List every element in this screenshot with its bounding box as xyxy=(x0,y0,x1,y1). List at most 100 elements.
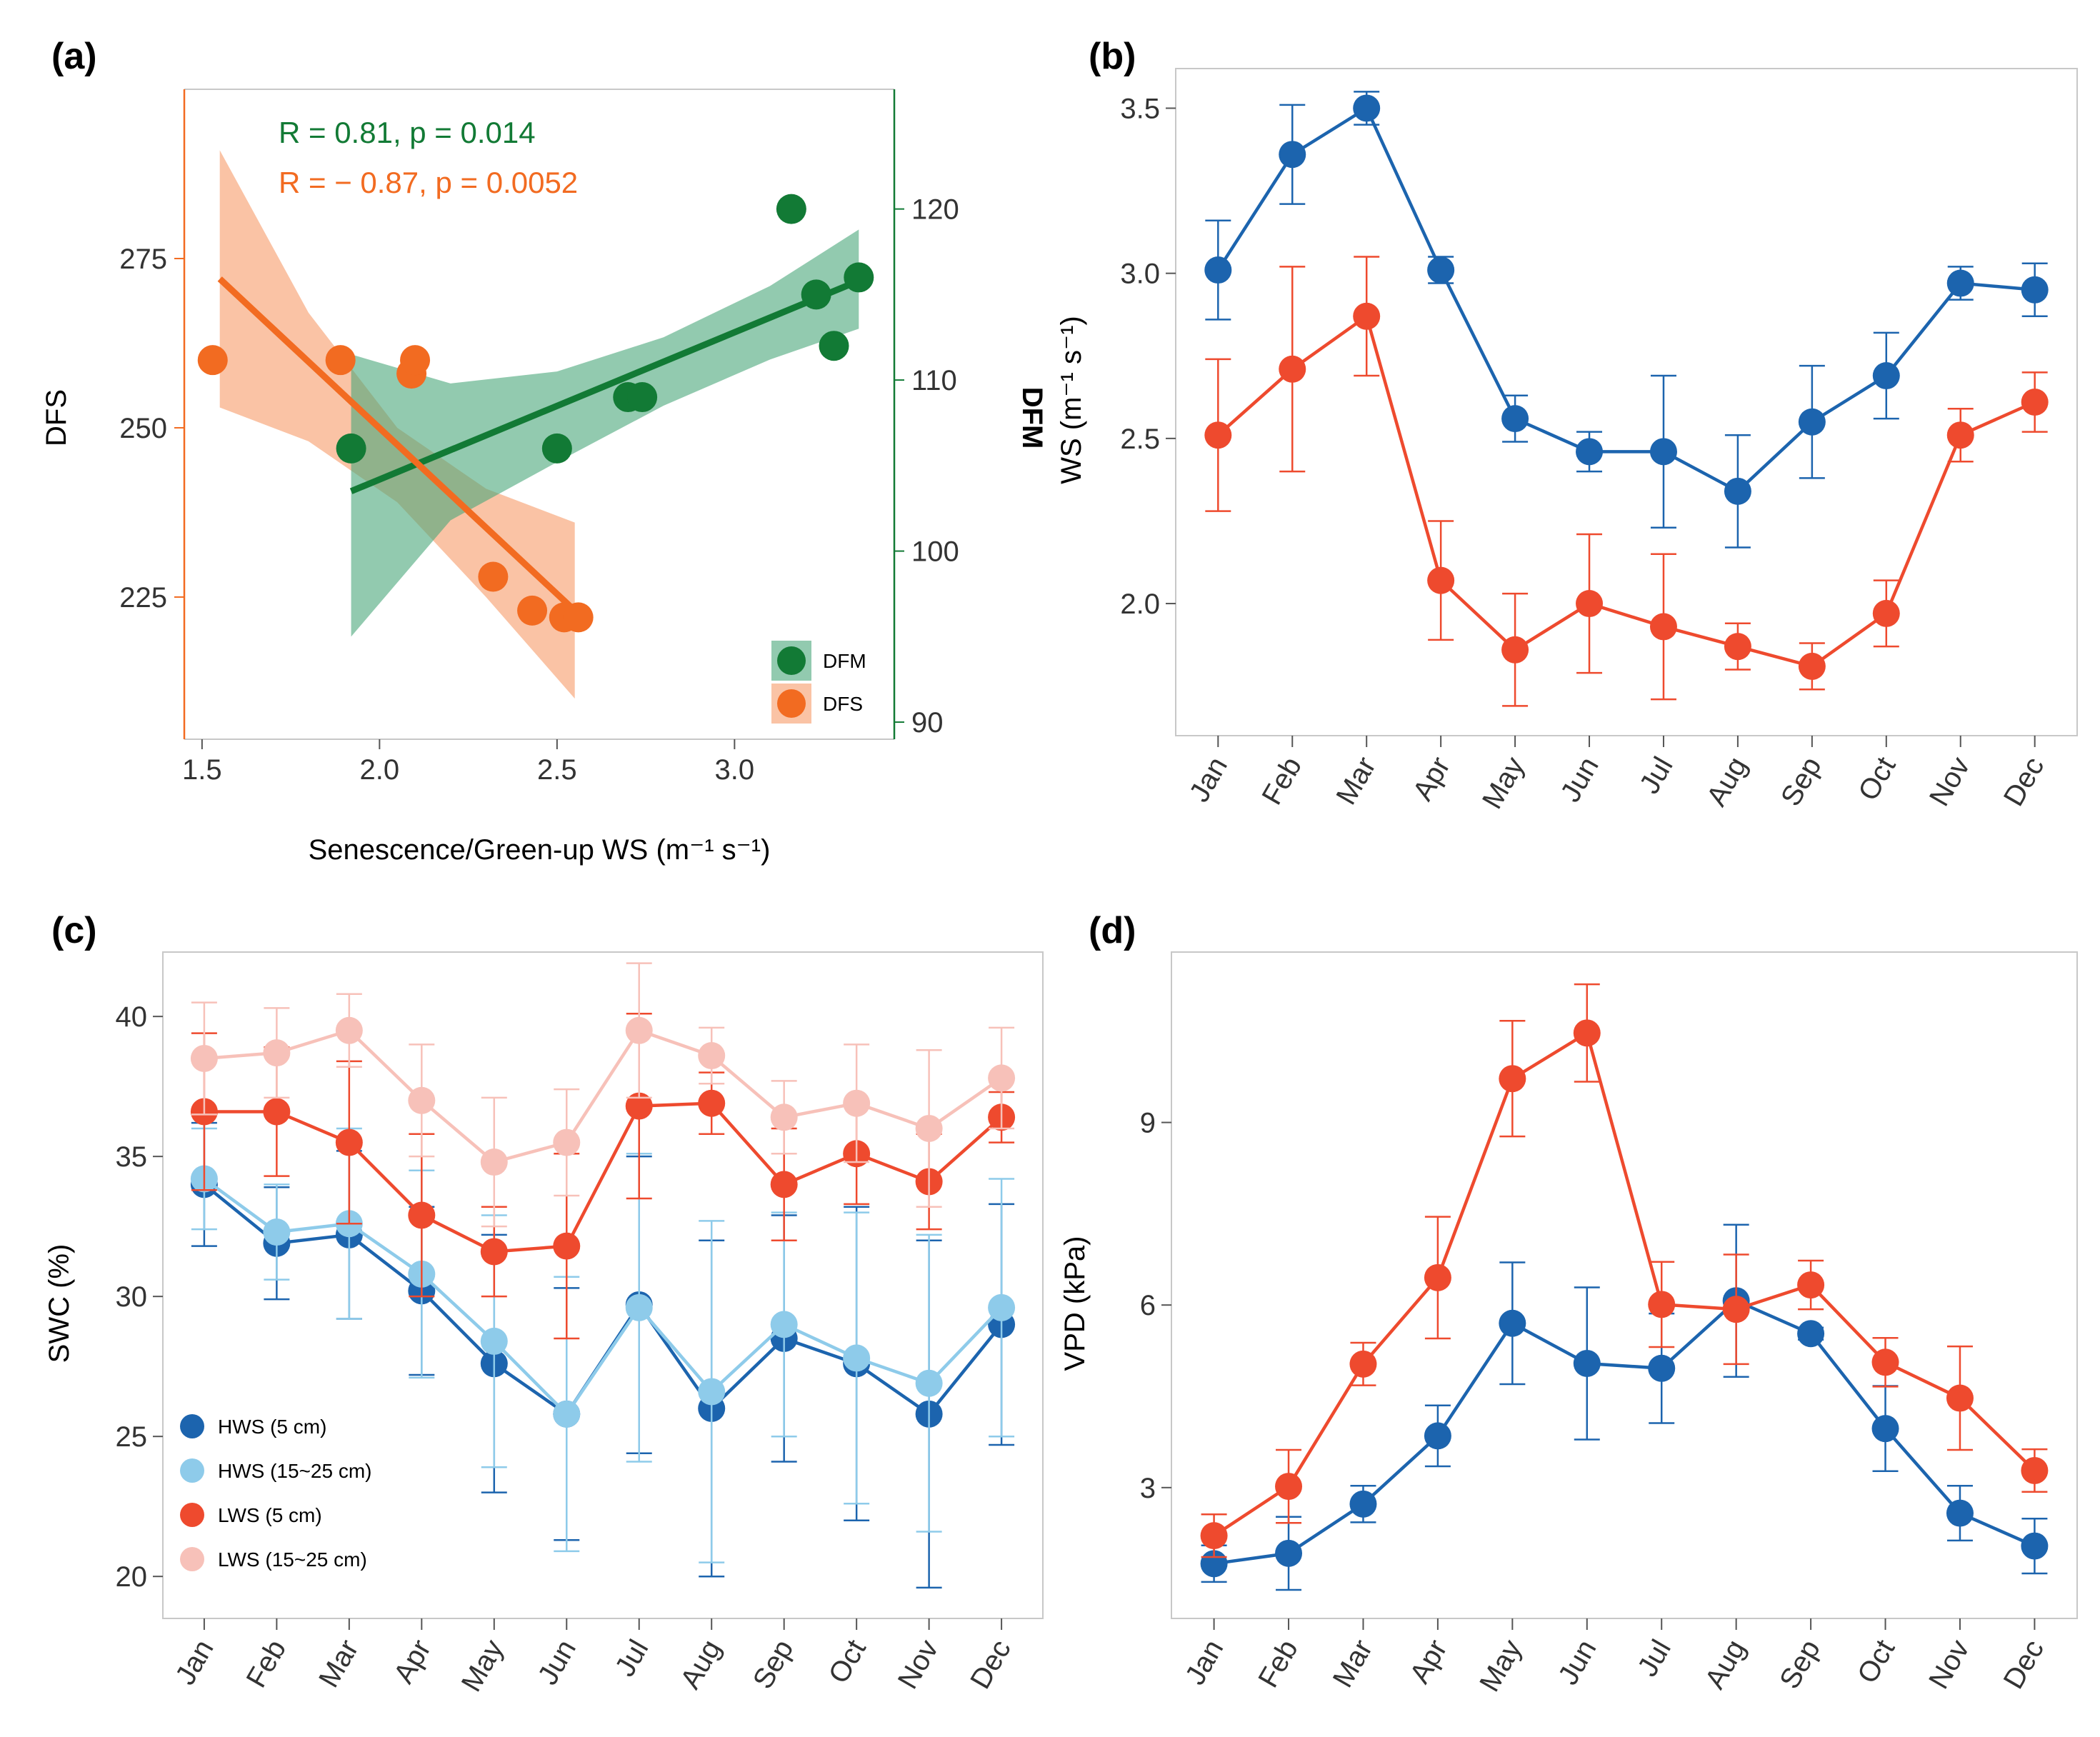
a-left-tick-label: 250 xyxy=(119,413,167,444)
c-x-tick-label: Sep xyxy=(747,1635,800,1695)
b-low-ws-point xyxy=(1576,590,1604,618)
c-lws-15-25-cm-point xyxy=(553,1128,581,1156)
a-dfs-point xyxy=(197,345,228,376)
b-plot-area: 2.0 2.5 3.0 3.5 Jan Feb Mar Apr May Jun Jul Aug Sep O… xyxy=(1120,68,2078,814)
a-legend-dfm-label: DFM xyxy=(823,650,866,672)
a-right-tick-label: 100 xyxy=(911,536,959,568)
c-legend-label: HWS (5 cm) xyxy=(218,1416,326,1438)
d-plot-area: 3 6 9 Jan Feb Mar Apr May Jun Jul Aug Sep Oct Nov Dec xyxy=(1140,951,2078,1697)
a-x-tick-label: 2.5 xyxy=(537,754,577,786)
d-high-ws-point xyxy=(1349,1490,1377,1518)
c-hws-15-25-cm-point xyxy=(915,1369,943,1397)
c-lws-5-cm-point xyxy=(698,1089,726,1117)
c-x-tick-label: Jan xyxy=(169,1635,219,1691)
c-hws-15-25-cm-line xyxy=(203,1177,1003,1417)
c-lws-15-25-cm-line xyxy=(204,1028,1003,1164)
panel-d-label: (d) xyxy=(1089,910,1136,951)
a-dfm-point xyxy=(801,279,831,310)
d-high-ws-line xyxy=(1214,1298,2036,1566)
panel-c-label: (c) xyxy=(51,910,97,951)
a-x-tick-label: 3.0 xyxy=(715,754,755,786)
d-x-tick-label: Jan xyxy=(1179,1635,1229,1691)
c-lws-5-cm-point xyxy=(335,1128,363,1156)
panel-a: (a) DFS DFM Senescence/Green-up WS (m⁻¹ … xyxy=(41,36,1048,866)
d-y-axis-label: VPD (kPa) xyxy=(1059,1236,1091,1371)
c-lws-5-cm-point xyxy=(408,1201,436,1229)
a-dfs-point xyxy=(563,602,594,633)
c-lws-5-cm-point xyxy=(770,1171,798,1198)
b-x-tick-label: Jul xyxy=(1634,752,1679,799)
a-dfs-point xyxy=(325,345,356,376)
b-low-ws-point xyxy=(1501,636,1529,664)
c-x-tick-label: Aug xyxy=(674,1635,727,1695)
b-x-tick-label: Jan xyxy=(1184,752,1234,808)
a-x-tick-label: 2.0 xyxy=(360,754,400,786)
d-low-ws-point xyxy=(1275,1473,1303,1501)
b-y-tick-label: 2.0 xyxy=(1120,589,1160,620)
c-lws-5-cm-point xyxy=(480,1238,508,1266)
c-hws-15-25-cm-point xyxy=(553,1400,581,1428)
panel-c: (c) SWC (%) 20 25 30 35 40 Jan Feb Mar Apr May Jun… xyxy=(44,910,1044,1697)
d-x-tick-label: May xyxy=(1474,1635,1528,1697)
b-high-ws-point xyxy=(1501,405,1529,433)
c-x-tick-label: May xyxy=(456,1635,510,1697)
a-dfm-point xyxy=(627,382,658,413)
b-x-tick-label: Aug xyxy=(1701,752,1754,812)
d-low-ws-point xyxy=(1946,1384,1974,1412)
b-x-tick-label: Mar xyxy=(1330,752,1382,811)
d-low-ws-point xyxy=(1871,1348,1899,1376)
d-low-ws-point xyxy=(1648,1291,1676,1318)
d-low-ws-point xyxy=(1722,1296,1750,1323)
d-low-ws-point xyxy=(1573,1019,1601,1047)
b-high-ws-point xyxy=(1353,94,1381,122)
c-hws-15-25-cm-point xyxy=(770,1311,798,1338)
a-dfs-point xyxy=(478,561,509,592)
c-lws-5-cm-point xyxy=(263,1098,291,1126)
panel-a-label: (a) xyxy=(51,36,97,77)
c-legend-marker xyxy=(180,1414,204,1438)
b-x-tick-label: May xyxy=(1476,752,1531,814)
c-lws-15-25-cm-point xyxy=(190,1044,218,1072)
b-high-ws-point xyxy=(2021,276,2049,304)
c-lws-15-25-cm-point xyxy=(770,1103,798,1131)
b-low-ws-point xyxy=(1353,302,1381,330)
c-hws-15-25-cm-point xyxy=(263,1218,291,1246)
c-y-tick-label: 20 xyxy=(116,1561,148,1593)
a-y-axis-left-label: DFS xyxy=(41,389,72,446)
d-x-tick-label: Jun xyxy=(1552,1635,1602,1691)
d-low-ws-point xyxy=(1200,1522,1228,1550)
c-legend-marker xyxy=(180,1503,204,1527)
c-y-axis-label: SWC (%) xyxy=(44,1244,75,1363)
panel-b: (b) WS (m⁻¹ s⁻¹) 2.0 2.5 3.0 3.5 Jan Feb Mar Ap… xyxy=(1056,36,2078,814)
d-low-ws-point xyxy=(1349,1350,1377,1378)
b-low-ws-point xyxy=(2021,389,2049,416)
b-low-ws-point xyxy=(1279,355,1306,383)
panel-d: (d) VPD (kPa) 3 6 9 Jan Feb Mar Apr May Jun Jul Au… xyxy=(1059,910,2078,1697)
c-y-tick-label: 35 xyxy=(116,1141,148,1173)
b-y-tick-label: 3.5 xyxy=(1120,93,1160,124)
d-high-ws-point xyxy=(1424,1422,1451,1450)
c-x-tick-label: Feb xyxy=(241,1635,293,1693)
c-legend-marker xyxy=(180,1458,204,1483)
b-low-ws-point xyxy=(1204,421,1232,449)
a-dfm-fit-line xyxy=(349,278,861,494)
d-low-ws-line xyxy=(1213,1030,2036,1537)
c-lws-15-25-cm-point xyxy=(698,1042,726,1070)
d-high-ws-point xyxy=(1648,1354,1676,1382)
c-hws-15-25-cm-point xyxy=(843,1344,871,1372)
b-high-ws-point xyxy=(1724,477,1751,505)
d-y-tick-label: 9 xyxy=(1140,1108,1156,1139)
b-low-ws-point xyxy=(1946,421,1974,449)
a-dfm-point xyxy=(819,331,849,361)
c-hws-15-25-cm-point xyxy=(698,1378,726,1406)
b-high-ws-point xyxy=(1946,269,1974,297)
b-frame xyxy=(1175,68,2078,736)
d-x-tick-label: Apr xyxy=(1404,1635,1453,1689)
d-high-ws-point xyxy=(1871,1415,1899,1443)
d-frame xyxy=(1171,951,2078,1619)
a-dfm-confidence-band xyxy=(351,229,859,637)
a-x-tick-label: 1.5 xyxy=(182,754,222,786)
b-low-ws-line xyxy=(1216,314,2036,669)
c-x-tick-label: Mar xyxy=(313,1635,365,1693)
a-y-axis-right-label: DFM xyxy=(1016,387,1048,449)
